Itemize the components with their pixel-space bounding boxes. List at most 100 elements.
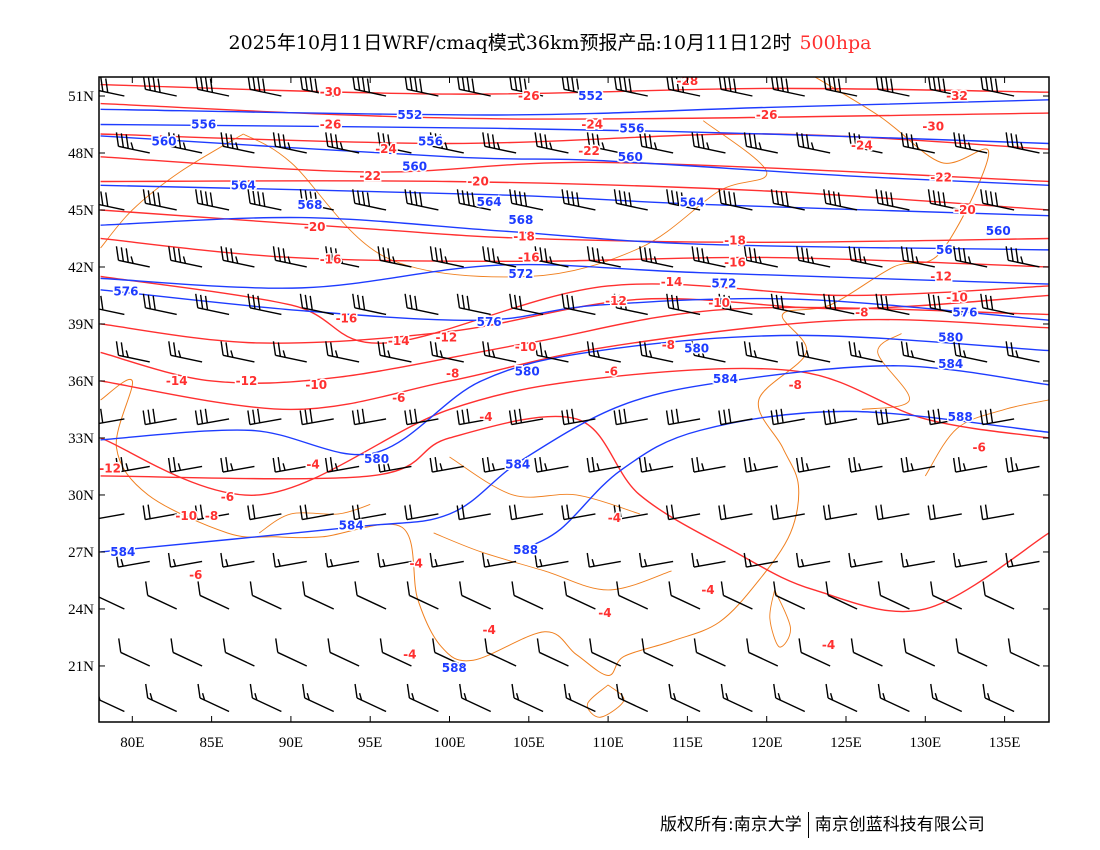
copyright-owner: 版权所有:南京大学 [660,815,802,835]
lon-tick-label: 120E [751,735,783,751]
wind-barb [247,408,282,426]
contour-label: -16 [336,311,358,325]
wind-barb [666,189,701,211]
wind-barb [404,293,439,316]
height-contour-588 [520,410,1049,551]
wind-barb [927,504,962,521]
wind-barb [432,638,465,667]
wind-barb [665,504,701,521]
wind-barb [822,408,858,426]
wind-barb [613,293,648,316]
height-contour-556 [100,123,1049,145]
wind-barb [1005,552,1040,568]
wind-barb [118,638,151,667]
contour-label: 584 [713,372,738,386]
wind-barb [613,77,648,97]
wind-barb [142,189,177,211]
lat-tick-label: 27N [68,545,94,561]
wind-barb [952,552,988,568]
contour-label: -4 [701,583,714,597]
wind-barb [666,77,701,97]
wind-barb [197,581,230,610]
contour-label: 560 [151,135,176,149]
contour-label: -14 [661,275,683,289]
contour-label: 576 [113,285,138,299]
wind-barb [459,581,492,610]
lon-tick-label: 100E [434,735,466,751]
wind-barb [511,581,544,610]
wind-barb [249,581,282,610]
lon-tick-label: 110E [593,735,624,751]
title-text: 2025年10月11日WRF/cmaq模式36km预报产品:10月11日12时 [228,32,792,54]
contour-label: -8 [205,509,218,523]
contour-label: 560 [402,159,427,173]
contour-label: 584 [505,458,530,472]
admin-boundary [769,589,791,648]
wind-barb [299,189,334,211]
contour-label: 556 [191,117,216,131]
wind-barb [404,77,439,97]
contour-label: 576 [952,306,977,320]
contour-label: 56 [936,243,953,257]
wind-barb [848,552,883,568]
wind-barb [115,132,150,154]
contour-label: -16 [724,256,746,270]
wind-barb [848,132,883,154]
contour-label: 572 [711,277,736,291]
contour-label: -4 [479,410,492,424]
wind-barb [900,552,935,568]
wind-barb [325,246,360,268]
wind-barb [272,457,307,473]
wind-barb [795,457,831,473]
contour-label: -32 [946,89,968,103]
wind-barb [220,246,255,268]
wind-barb [352,77,387,97]
copyright-company: 南京创蓝科技有限公司 [814,815,985,835]
wind-barb [979,408,1015,426]
wind-barb [930,683,963,713]
wind-barb [979,504,1015,521]
contour-label: -12 [99,461,121,475]
wind-barb [718,408,753,426]
wind-barb [982,581,1015,610]
wind-barb [613,189,648,211]
wind-barb [720,581,753,610]
wind-barb [115,552,150,568]
wind-barb [194,408,230,426]
wind-barb [720,683,753,713]
wind-barb [770,293,805,316]
wind-barb [247,293,282,316]
wind-barb [927,77,962,97]
wind-barb [99,191,125,211]
wind-barb [482,341,517,363]
wind-barb [167,457,203,473]
wind-barb [534,457,569,473]
wind-barb [299,408,334,426]
contour-label: 560 [986,224,1011,238]
wind-barb [456,189,491,211]
wind-barb [877,581,910,610]
wind-barb [404,504,439,521]
wind-barb [666,293,701,316]
isotherm--22 [100,156,1049,183]
isotherm--26 [100,102,1049,120]
wind-barb [195,189,230,211]
wind-barb [167,552,203,568]
wind-barb [508,408,544,426]
contour-label: -6 [392,391,405,405]
wind-barb [456,77,491,97]
contour-label: -12 [930,269,952,283]
wind-barb [952,457,988,473]
wind-barb [220,552,255,568]
contour-label: -4 [482,623,495,637]
wind-barb [718,189,753,211]
wind-barb [1005,132,1040,154]
wind-barb [379,638,412,667]
height-contour-576 [100,289,1049,321]
lon-tick-label: 95E [358,735,382,751]
wind-barb [404,189,439,211]
wind-barb [668,683,701,713]
wind-barb [796,246,831,268]
wind-barb [563,683,596,713]
height-contour-580 [100,334,1049,456]
